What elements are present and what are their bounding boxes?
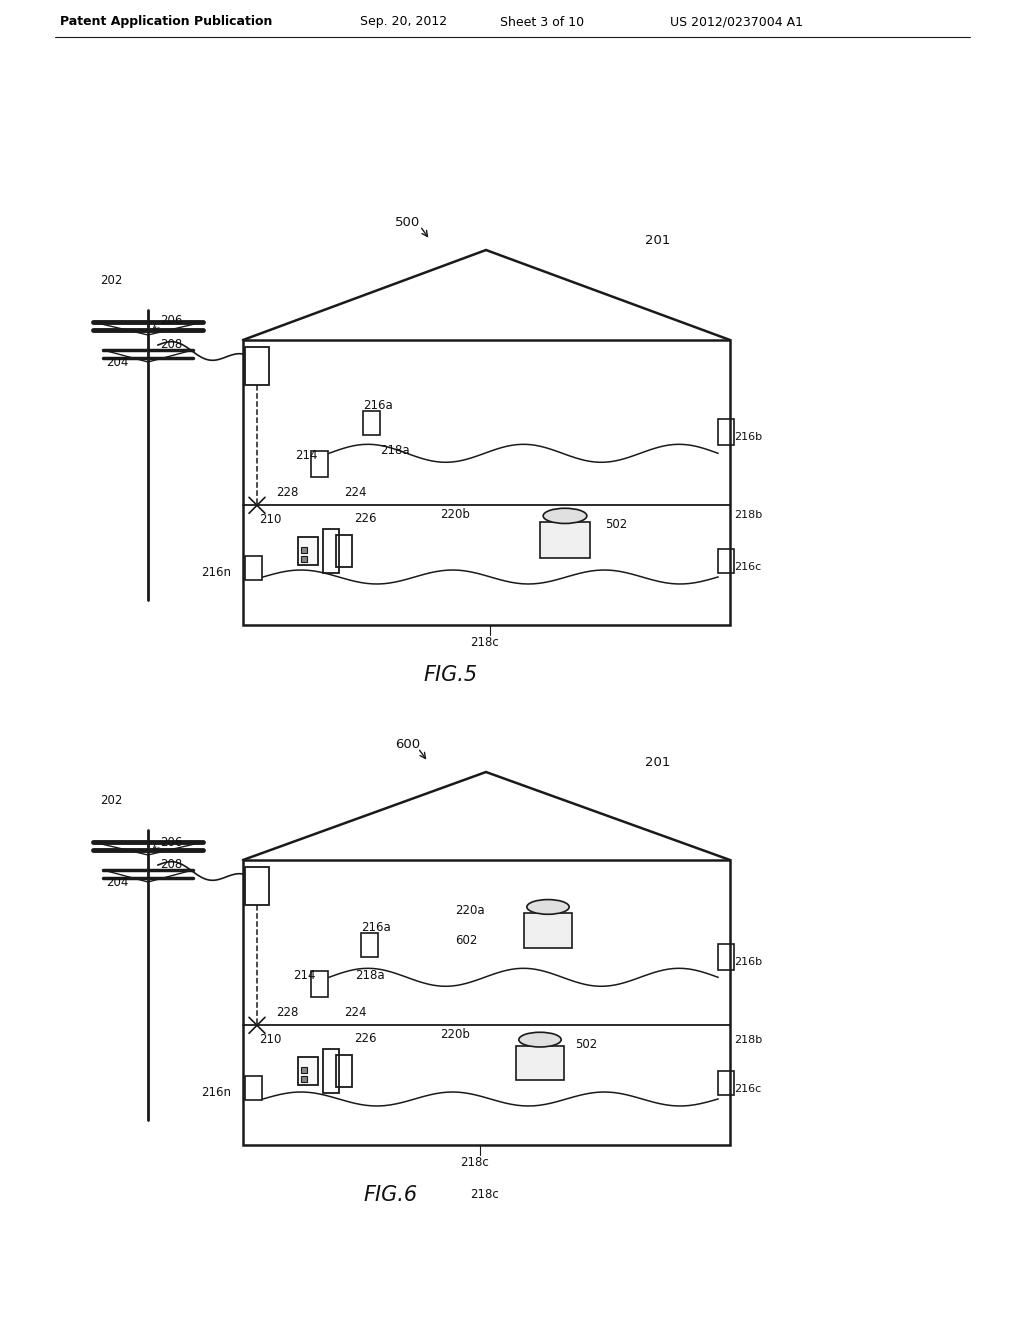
Text: 216c: 216c	[734, 562, 761, 572]
Text: 224: 224	[344, 487, 367, 499]
Text: 228: 228	[276, 487, 298, 499]
Ellipse shape	[519, 1032, 561, 1047]
Text: 201: 201	[645, 755, 671, 768]
Text: 220b: 220b	[440, 508, 470, 521]
Bar	[541, 521, 590, 558]
Text: 502: 502	[575, 1039, 597, 1052]
Text: 216b: 216b	[734, 957, 762, 968]
Text: 224: 224	[344, 1006, 367, 1019]
Text: 220a: 220a	[455, 904, 484, 917]
Text: 204: 204	[106, 875, 128, 888]
Text: 600: 600	[395, 738, 420, 751]
Bar	[516, 1045, 564, 1081]
Text: 201: 201	[645, 234, 671, 247]
Text: 220b: 220b	[440, 1028, 470, 1041]
Text: 218c: 218c	[470, 636, 499, 649]
Text: Patent Application Publication: Patent Application Publication	[60, 16, 272, 29]
Bar	[311, 451, 328, 478]
Bar	[245, 867, 269, 906]
Text: 502: 502	[605, 519, 628, 532]
Text: 214: 214	[293, 969, 315, 982]
Bar	[245, 347, 269, 385]
Text: 210: 210	[259, 512, 282, 525]
Text: 500: 500	[395, 215, 420, 228]
Text: 218c: 218c	[460, 1156, 488, 1170]
Bar	[298, 537, 318, 565]
Bar	[718, 1071, 734, 1096]
Text: 216c: 216c	[734, 1084, 761, 1094]
Text: 208: 208	[160, 338, 182, 351]
Ellipse shape	[543, 508, 587, 524]
Bar	[243, 861, 730, 1144]
Text: 216a: 216a	[361, 921, 391, 933]
Text: Sheet 3 of 10: Sheet 3 of 10	[500, 16, 584, 29]
Text: 218a: 218a	[380, 444, 410, 457]
Text: 204: 204	[106, 355, 128, 368]
Bar	[323, 1049, 339, 1093]
Bar	[245, 1076, 262, 1100]
Bar	[361, 933, 378, 957]
Text: 218c: 218c	[470, 1188, 499, 1201]
Text: 210: 210	[259, 1032, 282, 1045]
Bar	[245, 556, 262, 579]
Text: 208: 208	[160, 858, 182, 871]
Ellipse shape	[526, 899, 569, 915]
Bar	[718, 944, 734, 970]
Text: 216n: 216n	[201, 566, 231, 579]
Text: 202: 202	[100, 793, 123, 807]
Text: 602: 602	[455, 933, 477, 946]
Text: 216a: 216a	[362, 399, 393, 412]
Bar	[243, 341, 730, 624]
Text: 206: 206	[160, 836, 182, 849]
Bar	[301, 1067, 307, 1073]
Bar	[301, 546, 307, 553]
Bar	[298, 1057, 318, 1085]
Text: 216n: 216n	[201, 1086, 231, 1100]
Text: 226: 226	[354, 1031, 377, 1044]
Bar	[718, 420, 734, 445]
Bar	[336, 1055, 352, 1086]
Text: US 2012/0237004 A1: US 2012/0237004 A1	[670, 16, 803, 29]
Text: Sep. 20, 2012: Sep. 20, 2012	[360, 16, 447, 29]
Text: FIG.5: FIG.5	[423, 665, 477, 685]
Bar	[301, 556, 307, 562]
Text: 218b: 218b	[734, 1035, 762, 1045]
Bar	[311, 972, 328, 998]
Text: 214: 214	[295, 449, 317, 462]
Text: 206: 206	[160, 314, 182, 326]
Bar	[362, 412, 380, 436]
Bar	[301, 1076, 307, 1082]
Text: FIG.6: FIG.6	[362, 1185, 417, 1205]
Bar	[718, 549, 734, 573]
Bar	[323, 529, 339, 573]
Bar	[336, 535, 352, 568]
Text: 202: 202	[100, 273, 123, 286]
Text: 228: 228	[276, 1006, 298, 1019]
Text: 218b: 218b	[734, 510, 762, 520]
Text: 218a: 218a	[355, 969, 385, 982]
Text: 216b: 216b	[734, 433, 762, 442]
Bar	[524, 913, 572, 948]
Text: 226: 226	[354, 511, 377, 524]
